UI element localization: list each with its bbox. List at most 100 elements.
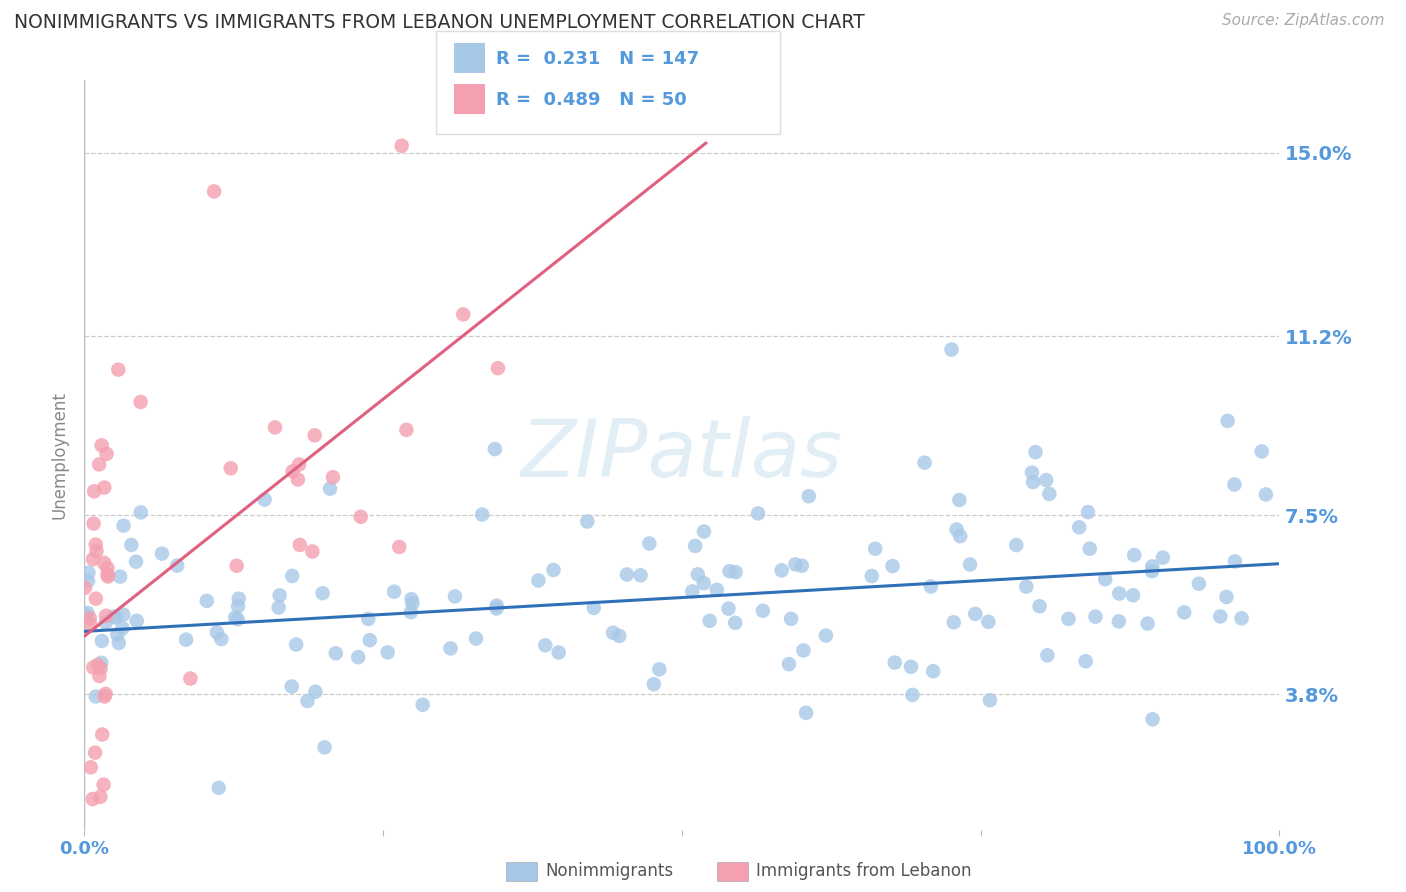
Text: R =  0.231   N = 147: R = 0.231 N = 147 bbox=[496, 50, 699, 68]
Point bbox=[920, 579, 942, 593]
Point bbox=[814, 629, 837, 643]
Point bbox=[451, 307, 474, 321]
Point bbox=[120, 538, 142, 552]
Point bbox=[747, 507, 769, 521]
Point bbox=[979, 693, 1001, 707]
Point bbox=[752, 604, 775, 618]
Point bbox=[686, 567, 709, 582]
Point bbox=[965, 607, 987, 621]
Point bbox=[84, 591, 107, 606]
Point bbox=[534, 638, 557, 652]
Point bbox=[1142, 712, 1164, 726]
Point bbox=[1216, 414, 1239, 428]
Point bbox=[1084, 609, 1107, 624]
Point bbox=[79, 616, 101, 631]
Point bbox=[1188, 576, 1211, 591]
Point bbox=[202, 185, 225, 199]
Point bbox=[1136, 616, 1159, 631]
Point bbox=[225, 558, 247, 573]
Point bbox=[860, 569, 883, 583]
Point bbox=[297, 694, 319, 708]
Point bbox=[325, 646, 347, 660]
Point bbox=[377, 645, 399, 659]
Point bbox=[79, 611, 101, 625]
Point bbox=[1173, 606, 1195, 620]
Point bbox=[945, 523, 967, 537]
Point bbox=[80, 760, 103, 774]
Point bbox=[1223, 477, 1246, 491]
Point bbox=[1142, 559, 1164, 574]
Point bbox=[484, 442, 506, 456]
Point bbox=[941, 343, 963, 357]
Point bbox=[91, 634, 114, 648]
Point bbox=[84, 538, 107, 552]
Point bbox=[129, 395, 152, 409]
Point bbox=[90, 661, 112, 675]
Point bbox=[97, 567, 120, 582]
Point bbox=[792, 643, 814, 657]
Point bbox=[1074, 654, 1097, 668]
Point bbox=[790, 558, 813, 573]
Point bbox=[399, 605, 422, 619]
Point bbox=[267, 600, 290, 615]
Point bbox=[94, 615, 117, 630]
Point bbox=[683, 539, 706, 553]
Point bbox=[778, 657, 800, 672]
Point bbox=[280, 680, 302, 694]
Point bbox=[226, 599, 249, 614]
Point bbox=[103, 609, 125, 624]
Point bbox=[391, 138, 413, 153]
Point bbox=[87, 458, 110, 472]
Point bbox=[112, 518, 135, 533]
Point bbox=[1036, 648, 1059, 663]
Point bbox=[797, 489, 820, 503]
Point bbox=[105, 628, 128, 642]
Point bbox=[1122, 588, 1144, 602]
Point bbox=[107, 636, 129, 650]
Point bbox=[357, 612, 380, 626]
Point bbox=[288, 538, 311, 552]
Point bbox=[1209, 609, 1232, 624]
Point bbox=[93, 556, 115, 570]
Point bbox=[93, 481, 115, 495]
Point bbox=[301, 544, 323, 558]
Point bbox=[219, 461, 242, 475]
Point bbox=[780, 612, 803, 626]
Point bbox=[485, 601, 508, 615]
Point bbox=[94, 687, 117, 701]
Point bbox=[527, 574, 550, 588]
Point bbox=[264, 420, 287, 434]
Point bbox=[959, 558, 981, 572]
Point bbox=[96, 561, 118, 575]
Point bbox=[794, 706, 817, 720]
Y-axis label: Unemployment: Unemployment bbox=[51, 391, 69, 519]
Point bbox=[1152, 550, 1174, 565]
Point bbox=[84, 690, 107, 704]
Point bbox=[97, 569, 120, 583]
Point bbox=[179, 672, 201, 686]
Point bbox=[1057, 612, 1080, 626]
Point bbox=[439, 641, 461, 656]
Point bbox=[1038, 487, 1060, 501]
Point bbox=[112, 607, 135, 622]
Point bbox=[82, 660, 104, 674]
Point bbox=[90, 656, 112, 670]
Point bbox=[977, 615, 1000, 629]
Point bbox=[543, 563, 565, 577]
Point bbox=[94, 608, 117, 623]
Point bbox=[471, 508, 494, 522]
Point bbox=[285, 638, 308, 652]
Point bbox=[83, 484, 105, 499]
Point bbox=[281, 464, 304, 478]
Point bbox=[882, 559, 904, 574]
Point bbox=[166, 558, 188, 573]
Point bbox=[706, 582, 728, 597]
Point bbox=[1250, 444, 1272, 458]
Point bbox=[724, 565, 747, 579]
Point bbox=[616, 567, 638, 582]
Text: Immigrants from Lebanon: Immigrants from Lebanon bbox=[756, 863, 972, 880]
Text: NONIMMIGRANTS VS IMMIGRANTS FROM LEBANON UNEMPLOYMENT CORRELATION CHART: NONIMMIGRANTS VS IMMIGRANTS FROM LEBANON… bbox=[14, 13, 865, 32]
Point bbox=[105, 610, 128, 624]
Point bbox=[900, 660, 922, 674]
Point bbox=[150, 547, 173, 561]
